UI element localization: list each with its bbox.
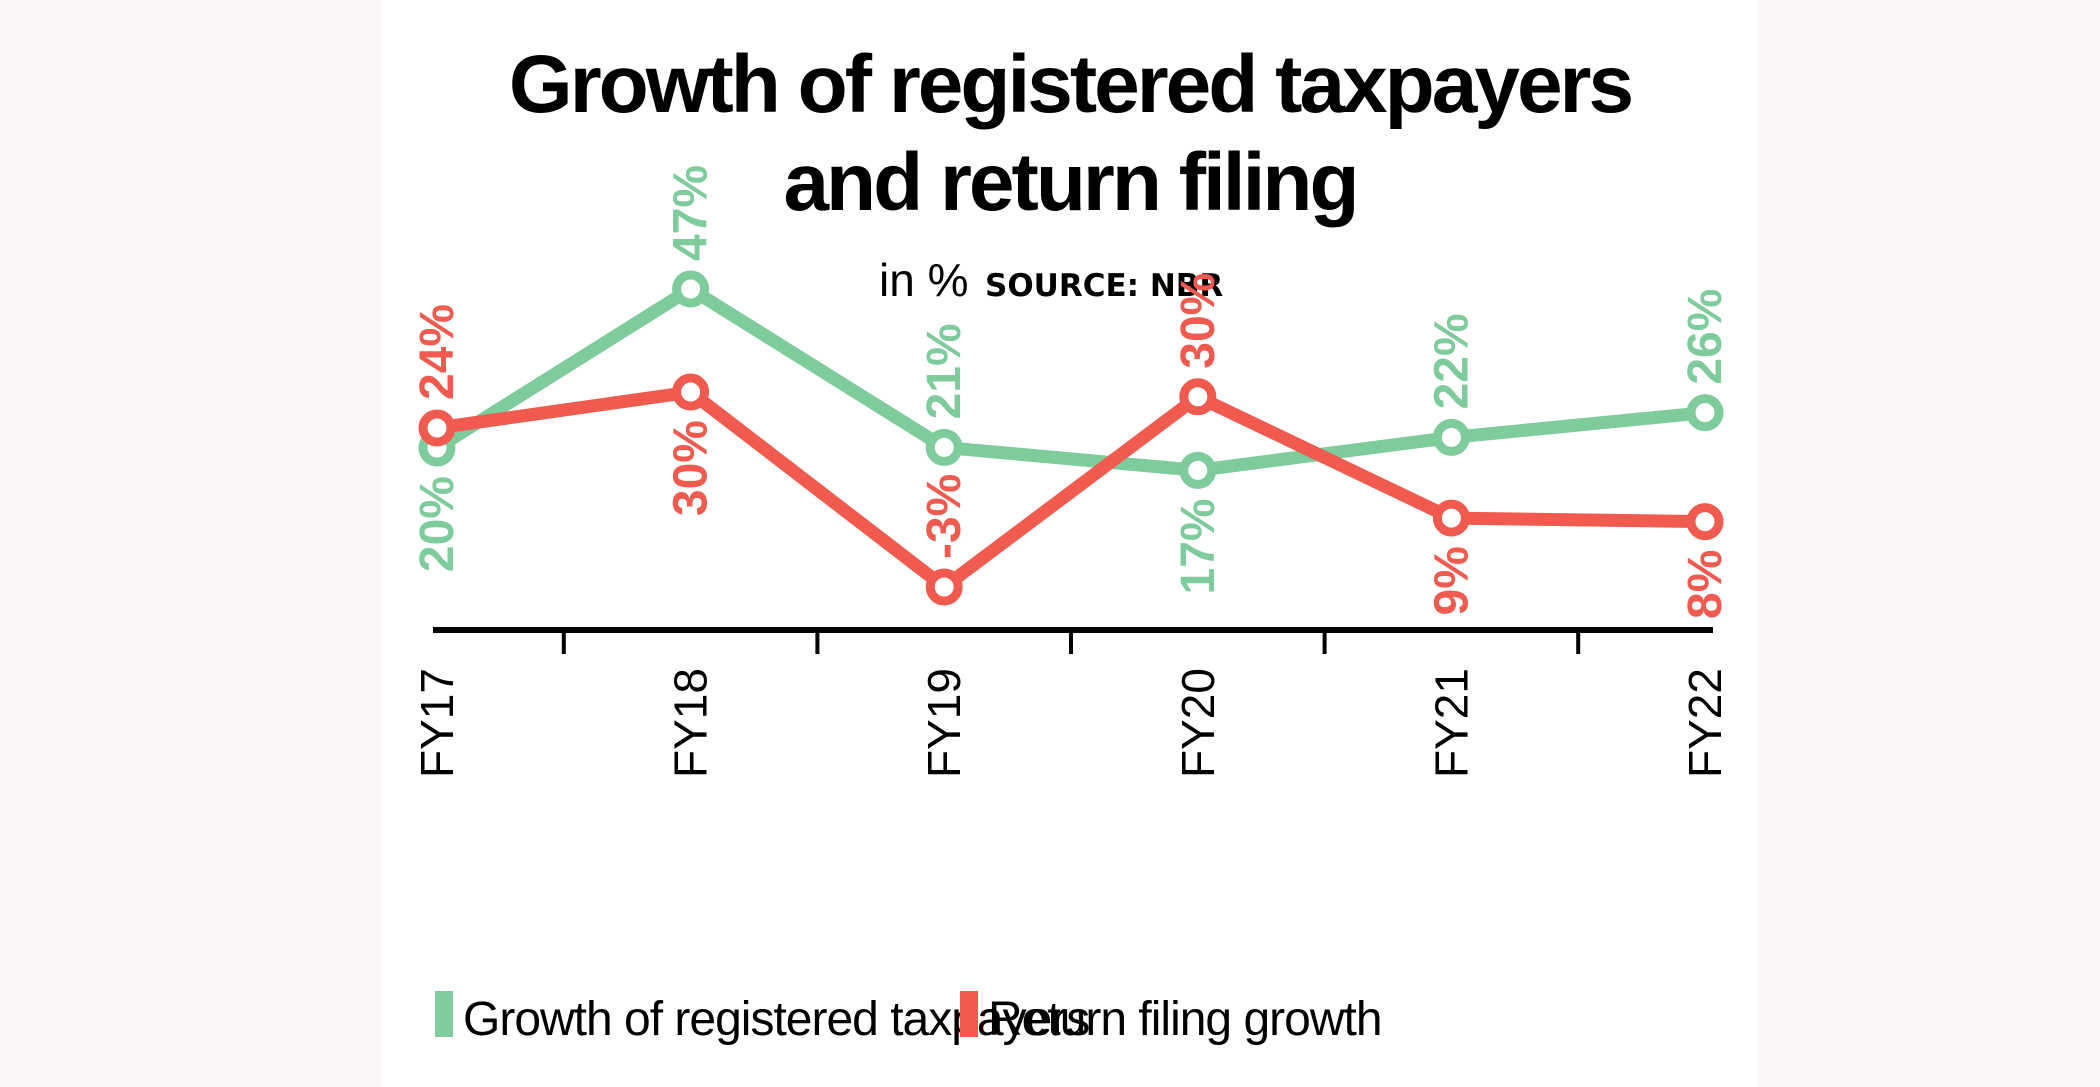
data-point xyxy=(1686,394,1724,432)
legend-label: Return filing growth xyxy=(988,993,1382,1046)
data-label: 17% xyxy=(1172,498,1225,594)
data-labels: 20% 47% 21% 17% 22% 26% 24% 30% -3% 30% 9% 8% xyxy=(411,165,1732,619)
chart-title-line2: and return filing xyxy=(783,137,1356,228)
chart-title-line1: Growth of registered taxpayers xyxy=(509,39,1632,130)
x-tick-label: FY18 xyxy=(665,668,717,778)
data-label: 9% xyxy=(1425,546,1478,615)
data-label: 22% xyxy=(1425,313,1478,409)
x-tick-label: FY22 xyxy=(1679,668,1731,778)
data-point xyxy=(1179,378,1217,416)
data-label: 20% xyxy=(411,476,464,572)
unit-label: in % xyxy=(879,254,968,306)
series-layer xyxy=(418,270,1724,606)
legend-label: Growth of registered taxpayers xyxy=(463,993,1089,1046)
data-label: -3% xyxy=(918,474,971,559)
x-axis: FY17 FY18 FY19 FY20 FY21 FY22 xyxy=(411,627,1731,778)
data-label: 30% xyxy=(1172,273,1225,369)
data-label: 21% xyxy=(918,323,971,419)
data-point xyxy=(1179,451,1217,489)
x-tick-label: FY21 xyxy=(1425,668,1477,778)
x-tick-label: FY19 xyxy=(918,668,970,778)
data-point xyxy=(672,270,710,308)
data-label: 24% xyxy=(411,304,464,400)
data-label: 26% xyxy=(1679,289,1732,385)
data-point xyxy=(672,373,710,411)
data-label: 30% xyxy=(665,420,718,516)
data-point xyxy=(925,568,963,606)
data-point xyxy=(1432,418,1470,456)
x-tick-label: FY20 xyxy=(1172,668,1224,778)
data-point xyxy=(925,428,963,466)
data-label: 8% xyxy=(1679,550,1732,619)
data-point xyxy=(418,409,456,447)
chart-panel: Growth of registered taxpayers and retur… xyxy=(382,0,1758,1087)
series-line-return-filing xyxy=(436,385,1706,596)
data-point xyxy=(1686,503,1724,541)
series-line-registered-taxpayers xyxy=(433,281,1706,477)
data-label: 47% xyxy=(665,165,718,261)
data-point xyxy=(1432,499,1470,537)
x-tick-label: FY17 xyxy=(411,668,463,778)
legend-swatch xyxy=(960,991,978,1037)
legend-swatch xyxy=(435,991,453,1037)
source-label: SOURCE: NBR xyxy=(985,268,1223,304)
line-chart: Growth of registered taxpayers and retur… xyxy=(411,39,1732,1046)
